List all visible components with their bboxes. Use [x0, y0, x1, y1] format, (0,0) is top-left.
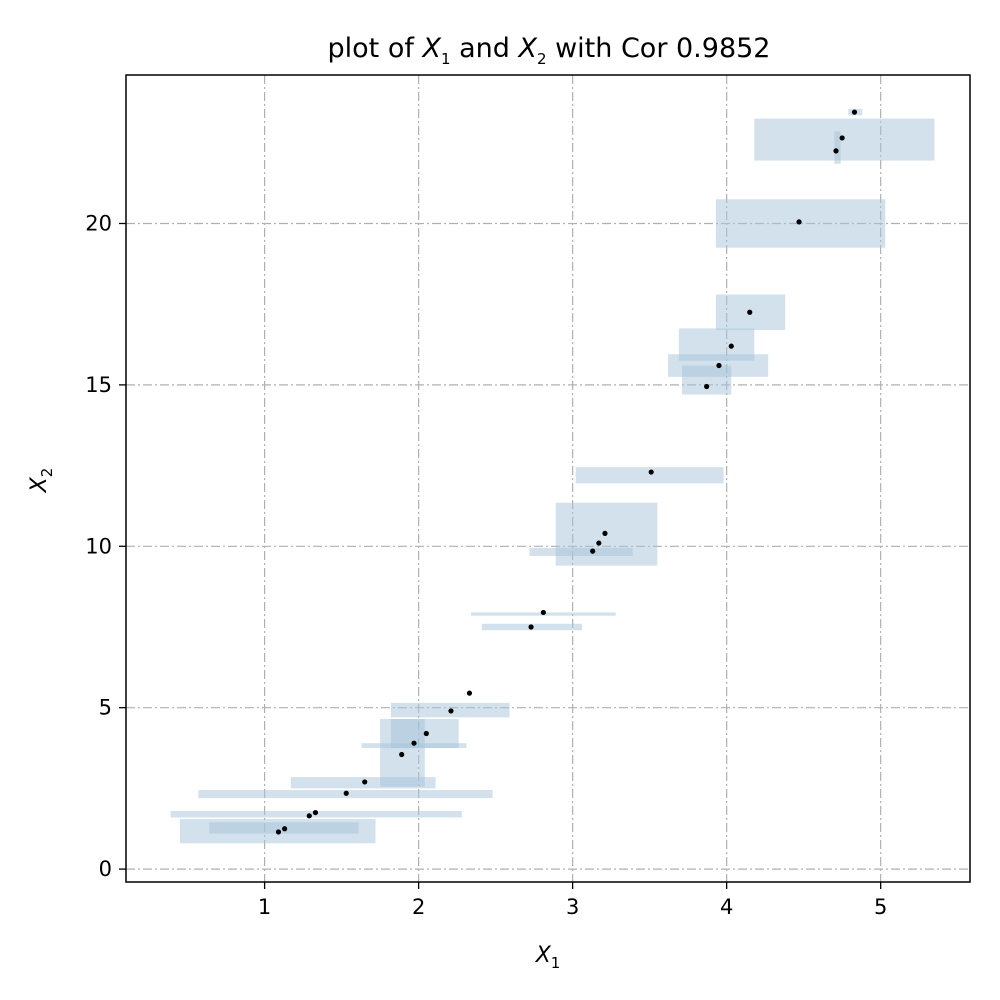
y-tick-label: 20 — [85, 211, 112, 235]
interval-box — [575, 467, 724, 484]
data-point — [466, 690, 473, 696]
y-axis-label: X2 — [27, 468, 56, 494]
x-axis-label: X1 — [535, 943, 561, 972]
data-point — [423, 730, 429, 737]
x-tick-label: 3 — [566, 895, 579, 919]
data-point — [596, 540, 602, 546]
data-point — [851, 109, 858, 115]
data-point — [448, 708, 454, 714]
y-tick-label: 5 — [99, 696, 112, 720]
y-tick-label: 15 — [85, 373, 112, 397]
x-tick-label: 2 — [412, 895, 425, 919]
data-point — [716, 362, 722, 369]
data-point — [343, 790, 349, 796]
data-point — [590, 548, 596, 554]
interval-box — [678, 328, 755, 361]
interval-box — [834, 131, 841, 164]
interval-box — [754, 118, 935, 161]
data-point — [362, 779, 368, 785]
data-point — [540, 609, 546, 616]
data-point — [282, 826, 288, 832]
interval-box — [529, 547, 633, 556]
x-tick-label: 1 — [258, 895, 271, 919]
y-axis-ticks: 0 5 10 15 20 — [85, 211, 126, 881]
data-point — [275, 829, 282, 835]
data-point — [747, 309, 753, 315]
data-point — [833, 148, 839, 154]
data-point — [704, 383, 710, 390]
grid-lines — [126, 75, 970, 882]
data-point — [648, 469, 654, 475]
chart-title: plot of X1 and X2 with Cor 0.9852 — [328, 33, 771, 68]
y-tick-label: 0 — [99, 857, 112, 881]
data-point — [411, 740, 417, 746]
data-point — [399, 751, 405, 758]
data-point — [728, 343, 734, 349]
plot-frame — [125, 74, 971, 883]
data-point — [306, 813, 312, 819]
data-point — [602, 530, 608, 536]
data-point — [839, 135, 845, 141]
data-point — [528, 624, 534, 630]
y-tick-label: 10 — [85, 534, 112, 558]
interval-boxes — [170, 108, 935, 844]
x-axis-ticks: 1 2 3 4 5 — [258, 882, 887, 919]
data-point — [312, 809, 319, 816]
x-tick-label: 4 — [720, 895, 733, 919]
data-points — [275, 109, 858, 835]
data-point — [796, 219, 802, 225]
x-tick-label: 5 — [874, 895, 887, 919]
